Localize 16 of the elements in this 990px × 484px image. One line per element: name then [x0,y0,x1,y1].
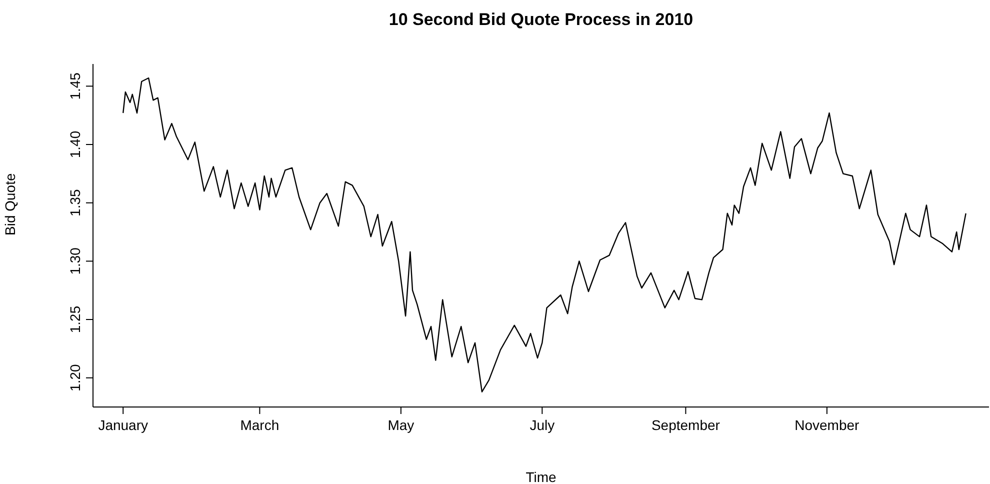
y-axis-title: Bid Quote [2,173,18,236]
y-tick-label: 1.25 [67,306,83,334]
y-tick-label: 1.30 [67,247,83,275]
y-tick-label: 1.45 [67,72,83,100]
y-tick-label: 1.20 [67,364,83,392]
line-series [122,77,966,392]
x-tick-label: July [530,416,555,433]
chart-title: 10 Second Bid Quote Process in 2010 [388,10,694,30]
x-tick-label: January [98,416,148,433]
x-tick-label: March [240,416,280,433]
x-axis-title: Time [526,469,557,484]
x-tick-label: May [388,416,414,433]
x-tick-label: November [794,416,860,433]
x-tick-label: September [651,416,720,433]
y-tick-label: 1.35 [67,188,83,216]
y-tick-label: 1.40 [67,130,83,158]
